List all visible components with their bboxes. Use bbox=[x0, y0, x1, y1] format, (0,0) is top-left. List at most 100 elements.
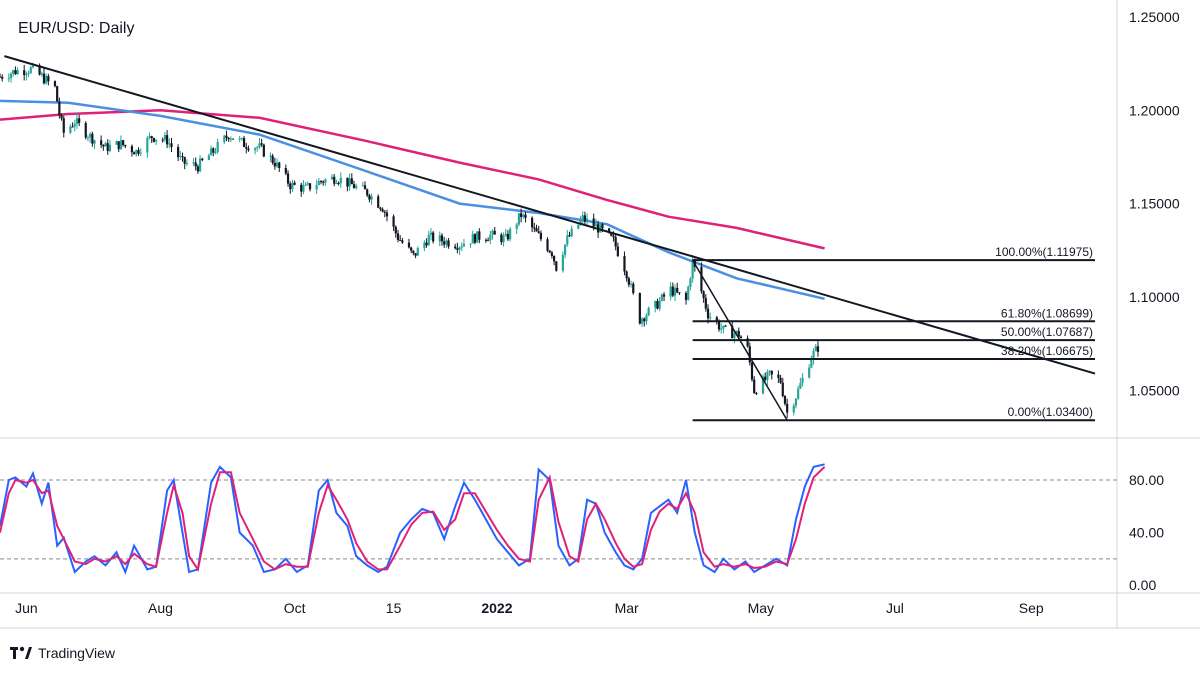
candle-body bbox=[812, 350, 815, 360]
candle-body bbox=[89, 133, 92, 138]
candle-body bbox=[656, 301, 659, 309]
candle-body bbox=[352, 184, 356, 189]
candle-body bbox=[440, 235, 444, 242]
candle-body bbox=[29, 67, 32, 73]
price-tick-label: 1.20000 bbox=[1129, 102, 1180, 118]
candle-body bbox=[216, 141, 219, 152]
candle-body bbox=[339, 177, 342, 184]
candle-body bbox=[269, 155, 272, 157]
candle-body bbox=[25, 73, 28, 76]
candle-body bbox=[152, 137, 156, 142]
candle-body bbox=[753, 379, 756, 394]
candle-body bbox=[260, 143, 263, 145]
candle-body bbox=[394, 226, 397, 234]
candle-body bbox=[456, 248, 459, 250]
candle-body bbox=[366, 189, 369, 196]
candle-body bbox=[533, 227, 536, 229]
candle-body bbox=[553, 255, 556, 262]
candle-body bbox=[317, 181, 320, 186]
candle-body bbox=[660, 294, 663, 301]
candle-body bbox=[814, 346, 817, 351]
candle-body bbox=[198, 158, 202, 172]
candle-body bbox=[493, 230, 496, 235]
candle-body bbox=[700, 266, 703, 292]
candle-body bbox=[502, 235, 505, 243]
candle-body bbox=[583, 215, 586, 222]
candle-body bbox=[73, 124, 76, 127]
candle-body bbox=[240, 138, 243, 140]
candle-body bbox=[185, 163, 188, 165]
candle-body bbox=[179, 156, 182, 158]
candle-body bbox=[337, 183, 340, 185]
time-tick-label: 15 bbox=[386, 600, 402, 616]
candle-body bbox=[733, 333, 736, 339]
candle-body bbox=[429, 232, 433, 235]
candle-body bbox=[792, 405, 795, 413]
stoch-tick-label: 0.00 bbox=[1129, 577, 1156, 593]
candle-body bbox=[108, 144, 112, 151]
candle-body bbox=[625, 271, 628, 279]
candle-body bbox=[783, 396, 787, 404]
candle-body bbox=[581, 215, 584, 220]
candle-body bbox=[302, 185, 305, 192]
candle-body bbox=[361, 185, 364, 187]
candle-body bbox=[687, 286, 690, 300]
candle-body bbox=[315, 185, 318, 190]
candle-body bbox=[192, 162, 195, 164]
candle-body bbox=[509, 228, 512, 240]
candle-body bbox=[500, 234, 503, 243]
candle-body bbox=[484, 239, 488, 241]
candle-body bbox=[78, 118, 81, 123]
candle-body bbox=[119, 140, 123, 150]
candle-body bbox=[579, 219, 582, 225]
candle-body bbox=[293, 182, 296, 185]
candle-body bbox=[537, 231, 540, 233]
candle-body bbox=[225, 135, 228, 138]
branding: TradingView bbox=[10, 645, 115, 661]
candle-body bbox=[106, 143, 109, 151]
candle-body bbox=[414, 253, 417, 256]
candle-body bbox=[381, 209, 384, 212]
stoch-d-line bbox=[0, 466, 826, 572]
candle-body bbox=[100, 140, 103, 145]
candle-body bbox=[214, 151, 217, 153]
candle-body bbox=[770, 370, 773, 375]
candle-body bbox=[676, 287, 679, 293]
candle-body bbox=[31, 65, 35, 68]
candle-body bbox=[383, 211, 386, 213]
candle-body bbox=[520, 213, 523, 217]
time-tick-label: Jul bbox=[886, 600, 904, 616]
candle-body bbox=[306, 183, 309, 185]
candle-body bbox=[308, 183, 312, 190]
candle-body bbox=[86, 137, 90, 139]
candle-body bbox=[245, 146, 248, 149]
chart-title: EUR/USD: Daily bbox=[18, 20, 135, 37]
candle-body bbox=[524, 214, 527, 218]
fib-level-label: 0.00%(1.03400) bbox=[1008, 405, 1093, 419]
candle-body bbox=[607, 228, 611, 233]
candle-body bbox=[506, 233, 510, 240]
branding-label: TradingView bbox=[38, 645, 116, 661]
candle-body bbox=[669, 286, 672, 297]
candle-body bbox=[155, 139, 158, 142]
candle-body bbox=[330, 176, 334, 180]
candle-body bbox=[350, 178, 353, 185]
candle-body bbox=[610, 232, 613, 236]
candle-body bbox=[737, 330, 740, 337]
candle-body bbox=[117, 141, 120, 150]
fib-level-label: 61.80%(1.08699) bbox=[1001, 306, 1093, 320]
candle-body bbox=[735, 330, 738, 334]
candle-body bbox=[627, 278, 630, 285]
candle-body bbox=[412, 250, 415, 254]
candle-body bbox=[1, 76, 4, 79]
candle-body bbox=[720, 328, 723, 330]
time-tick-label: 2022 bbox=[481, 600, 512, 616]
stoch-tick-label: 40.00 bbox=[1129, 525, 1164, 541]
candle-body bbox=[563, 244, 567, 255]
candle-body bbox=[476, 231, 479, 243]
candle-body bbox=[550, 252, 554, 256]
candle-body bbox=[183, 157, 186, 164]
candle-body bbox=[148, 136, 151, 139]
candle-body bbox=[146, 138, 149, 153]
candle-body bbox=[671, 286, 674, 296]
